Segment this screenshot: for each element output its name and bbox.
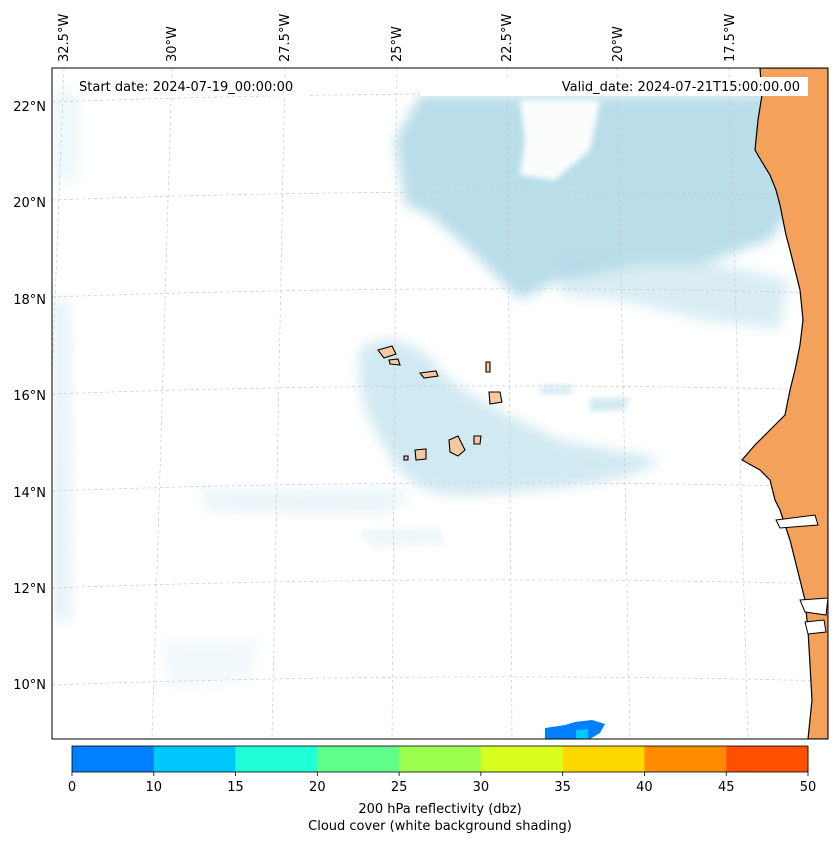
colorbar-tick-label: 50: [800, 780, 817, 795]
latitude-label: 22°N: [13, 100, 46, 115]
colorbar-segment: [72, 746, 155, 772]
longitude-label: 17.5°W: [723, 14, 738, 62]
cape-verde-islands: [377, 345, 503, 461]
colorbar-tick-label: 15: [227, 780, 244, 795]
colorbar-segment: [235, 746, 318, 772]
graticule: [52, 68, 828, 739]
latitude-gridline: [52, 482, 828, 492]
colorbar-segment: [153, 746, 237, 772]
cloud-band-east: [560, 260, 790, 330]
cloud-patch: [540, 385, 575, 395]
latitude-gridline: [52, 191, 828, 201]
longitude-gridline: [616, 68, 631, 739]
valid-date-label: Valid_date: 2024-07-21T15:00:00.00: [562, 80, 800, 95]
cloud-patch: [160, 640, 260, 690]
map-frame: [51, 67, 829, 740]
island-sao-nicolau: [418, 370, 439, 379]
bijagos-coast: [799, 597, 828, 616]
cloud-gap: [520, 100, 600, 180]
island-sao-vicente: [388, 358, 401, 366]
colorbar-label: 200 hPa reflectivity (dbz): [358, 802, 521, 817]
colorbar-segment: [726, 746, 809, 772]
latitude-label: 16°N: [13, 389, 46, 404]
colorbar: 0 10 15 20 25 30 35 40 45 50 200 hPa reflectivity…: [68, 745, 816, 834]
cloud-streak: [200, 488, 410, 515]
reflectivity-cell: [545, 720, 605, 739]
longitude-label: 30°W: [165, 26, 180, 62]
longitude-labels: 32.5°W 30°W 27.5°W 25°W 22.5°W 20°W 17.5…: [57, 14, 738, 62]
colorbar-tick-label: 45: [718, 780, 735, 795]
island-boa-vista: [488, 391, 503, 405]
cloud-patch: [590, 398, 630, 412]
colorbar-tick-label: 35: [554, 780, 571, 795]
latitude-gridline: [52, 676, 828, 686]
colorbar-tick-label: 40: [636, 780, 653, 795]
island-sal: [485, 361, 491, 373]
latitude-label: 20°N: [13, 196, 46, 211]
cloud-edge-west: [52, 300, 72, 620]
colorbar-segment: [317, 746, 400, 772]
island-brava: [403, 455, 409, 461]
start-date-label: Start date: 2024-07-19_00:00:00: [79, 80, 293, 95]
gambia-estuary: [775, 514, 819, 529]
island-santo-antao: [377, 345, 397, 359]
latitude-gridline: [52, 93, 828, 103]
longitude-gridline: [151, 68, 173, 739]
latitude-gridline: [52, 288, 828, 298]
longitude-gridline: [271, 68, 286, 739]
colorbar-ticks: 0 10 15 20 25 30 35 40 45 50: [68, 772, 816, 795]
latitude-label: 14°N: [13, 486, 46, 501]
island-fogo: [414, 448, 427, 461]
longitude-gridline: [391, 68, 398, 739]
guinea-coast-island: [804, 619, 827, 635]
latitude-label: 18°N: [13, 293, 46, 308]
longitude-gridline: [728, 68, 749, 739]
colorbar-segment: [644, 746, 727, 772]
island-maio: [473, 435, 482, 445]
colorbar-tick-label: 20: [309, 780, 326, 795]
colorbar-sublabel: Cloud cover (white background shading): [308, 819, 572, 834]
latitude-label: 10°N: [13, 678, 46, 693]
longitude-label: 32.5°W: [57, 14, 72, 62]
colorbar-frame: [71, 745, 809, 773]
colorbar-tick-label: 30: [473, 780, 490, 795]
colorbar-tick-label: 0: [68, 780, 76, 795]
latitude-gridline: [52, 579, 828, 589]
latitude-label: 12°N: [13, 582, 46, 597]
island-santiago: [448, 435, 466, 457]
cloud-edge-west: [52, 90, 80, 180]
reflectivity-cell-core: [576, 729, 588, 739]
latitude-gridline: [52, 385, 828, 395]
colorbar-segment: [399, 746, 482, 772]
longitude-label: 27.5°W: [278, 14, 293, 62]
latitude-labels: 22°N 20°N 18°N 16°N 14°N 12°N 10°N: [13, 100, 46, 693]
longitude-label: 22.5°W: [500, 14, 515, 62]
colorbar-segments: [72, 746, 809, 772]
colorbar-segment: [480, 746, 564, 772]
cloud-cover-shading: [52, 90, 800, 690]
colorbar-segment: [562, 746, 645, 772]
colorbar-tick-label: 25: [391, 780, 408, 795]
cloud-patch: [360, 528, 445, 548]
longitude-gridline: [506, 68, 513, 739]
start-date-box: [72, 77, 310, 96]
longitude-label: 25°W: [390, 26, 405, 62]
cloud-band-north: [395, 95, 800, 300]
valid-date-box: [420, 77, 808, 96]
longitude-label: 20°W: [611, 26, 626, 62]
colorbar-tick-label: 10: [146, 780, 163, 795]
